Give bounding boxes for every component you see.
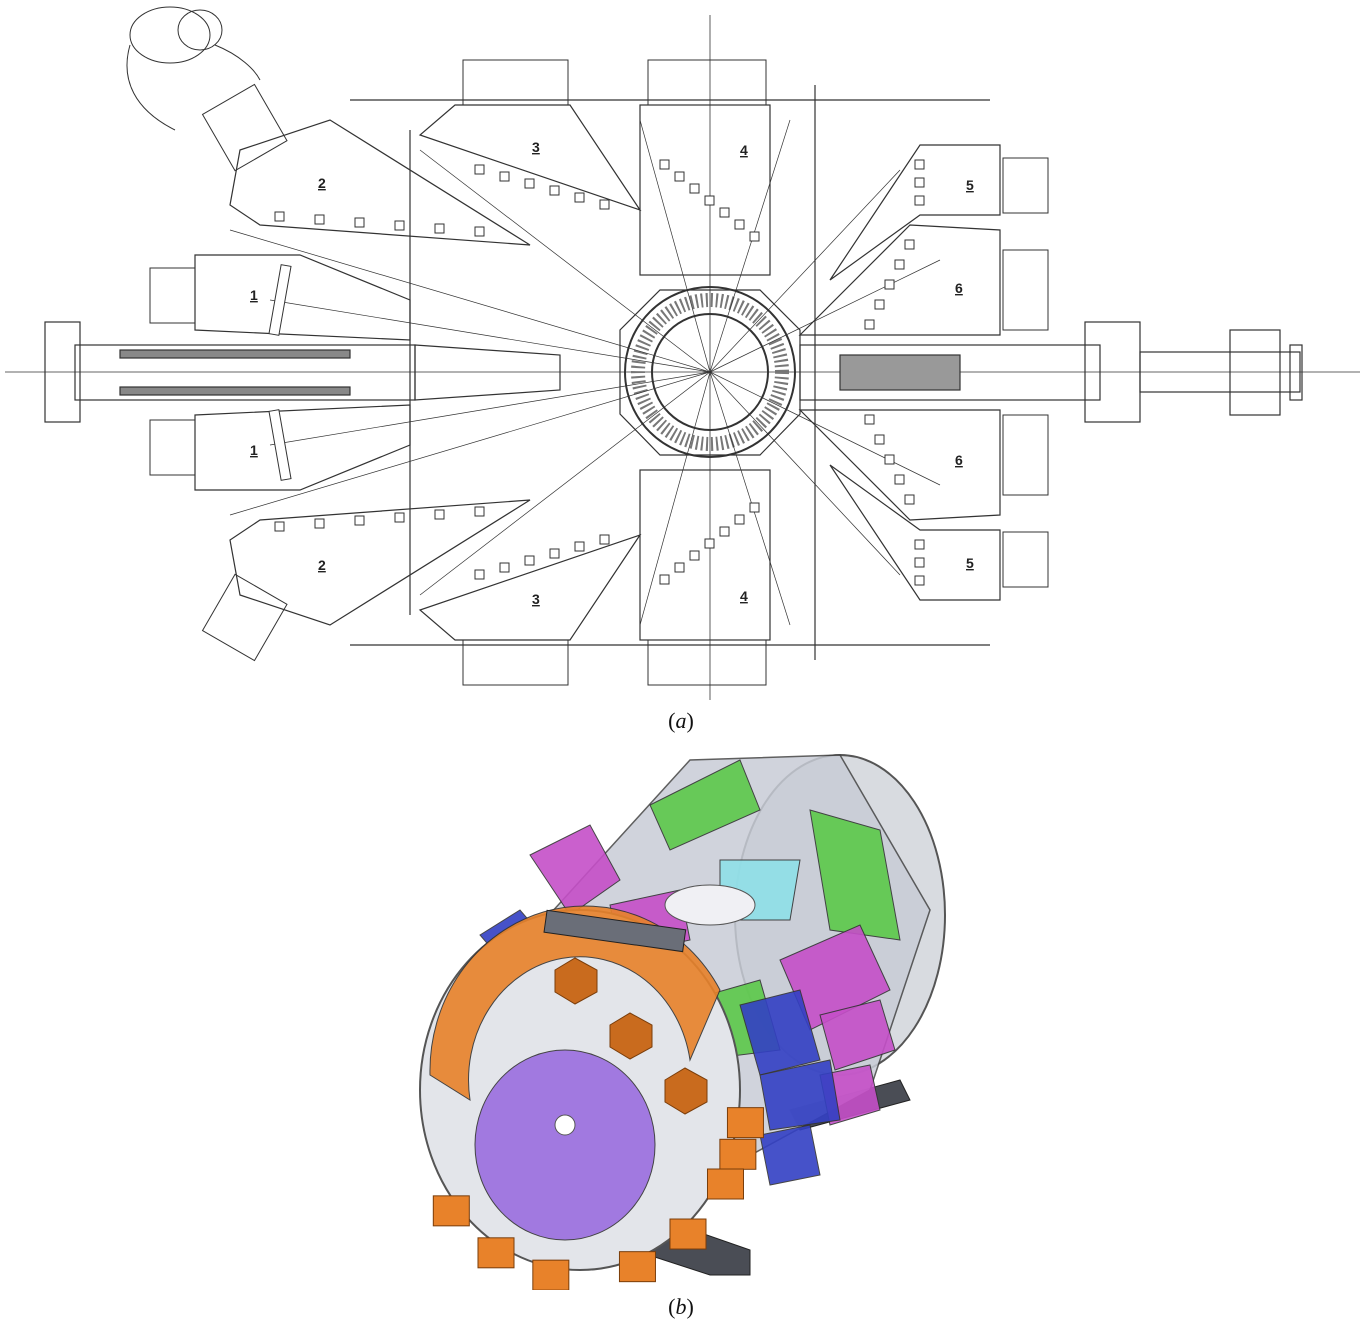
module-6-upper-body [798,224,1001,336]
caption-b: (b) [668,1294,694,1319]
left-flange [44,321,81,423]
human-figure-sketch [126,6,261,131]
orange-pmt-cluster [719,1138,757,1170]
top-slot [543,909,687,953]
module-2-lower-body [229,499,531,626]
module-1-upper-body [194,254,411,341]
central-ring-inner [651,313,769,431]
module-label-upper-5: 5 [966,177,974,193]
module-label-lower-6: 6 [955,452,963,468]
central-ring-hatch [631,293,789,451]
rendering-svg [419,754,946,1291]
central-ring-outer [624,286,796,458]
orange-pmt-cluster [669,1218,707,1250]
purple-inner-disk [474,1049,656,1241]
orange-pmt-cluster [432,1195,470,1227]
pmt-bundles [149,59,1049,686]
center-hole [554,1114,576,1136]
module-label-upper-2: 2 [318,175,326,191]
module-5-lower-body [829,464,1001,601]
ray-lines [229,119,941,626]
module-label-lower-3: 3 [532,591,540,607]
module-5-upper-body [829,144,1001,281]
right-end-cap [1289,344,1303,401]
right-flange-2 [1229,329,1281,416]
module-label-upper-4: 4 [740,142,748,158]
module-label-upper-6: 6 [955,280,963,296]
orange-pmt-cluster [706,1168,744,1200]
crystal-tiles [268,159,925,586]
caption-a-letter: a [675,708,687,733]
caption-b-letter: b [675,1294,687,1319]
module-label-lower-2: 2 [318,557,326,573]
module-label-upper-1: 1 [250,287,258,303]
orange-pmt-cluster [477,1237,515,1269]
module-6-lower-body [798,409,1001,521]
orange-pmt-cluster [618,1251,656,1283]
right-extension-pipe [1139,351,1301,393]
right-beam-pipe [799,344,1101,401]
module-label-lower-4: 4 [740,588,748,604]
detector-cross-section-drawing: 1 1 2 2 3 3 4 4 5 5 6 6 [5,6,1360,700]
left-cone [414,344,561,401]
cross-section-svg: 1 1 2 2 3 3 4 4 5 5 6 6 [5,6,1360,700]
module-1-lower-body [194,404,411,491]
left-pipe-hatch-bottom [119,386,351,396]
detector-3d-rendering [0,730,1362,1291]
hexagon-pmt-faces [554,957,708,1115]
caption-a: (a) [668,708,694,733]
left-pipe-hatch-top [119,349,351,359]
module-3-upper-body [418,104,642,212]
central-octagon [619,289,801,456]
right-hatched-block [839,354,961,391]
orange-pmt-clusters [432,1107,764,1291]
module-3-lower-body [418,533,642,641]
orange-pmt-cluster [726,1107,764,1139]
module-label-lower-5: 5 [966,555,974,571]
orange-pmt-cluster [532,1259,570,1291]
top-viewport [664,884,756,926]
module-label-upper-3: 3 [532,139,540,155]
orange-ring-upper [429,905,721,1101]
module-label-lower-1: 1 [250,442,258,458]
module-2-upper-body [229,119,531,246]
